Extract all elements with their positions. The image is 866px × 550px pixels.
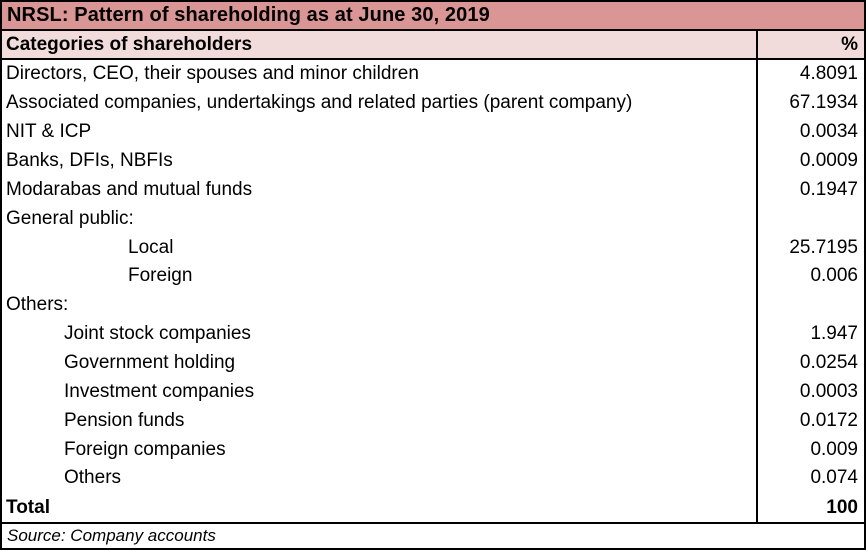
row-value: 0.0009 bbox=[756, 146, 864, 176]
header-categories: Categories of shareholders bbox=[6, 33, 253, 55]
table-row: Foreign companies 0.009 bbox=[2, 435, 864, 465]
row-value: 0.1947 bbox=[756, 175, 864, 205]
row-value: 0.0034 bbox=[756, 117, 864, 147]
row-value: 0.006 bbox=[756, 262, 864, 291]
table-row: Joint stock companies 1.947 bbox=[2, 319, 864, 349]
table-title: NRSL: Pattern of shareholding as at June… bbox=[2, 2, 864, 31]
row-label: Banks, DFIs, NBFIs bbox=[6, 150, 173, 171]
row-value: 0.0003 bbox=[756, 377, 864, 407]
row-label: Investment companies bbox=[64, 380, 255, 402]
table-row: Investment companies 0.0003 bbox=[2, 377, 864, 407]
table-row: NIT & ICP 0.0034 bbox=[2, 117, 864, 147]
row-value: 0.009 bbox=[756, 435, 864, 465]
row-label: Foreign bbox=[128, 265, 193, 287]
row-value: 4.8091 bbox=[756, 60, 864, 89]
row-label: Foreign companies bbox=[64, 438, 226, 460]
row-value: 1.947 bbox=[756, 319, 864, 349]
row-label: Directors, CEO, their spouses and minor … bbox=[6, 63, 419, 85]
table-row: Government holding 0.0254 bbox=[2, 348, 864, 378]
table-body: Directors, CEO, their spouses and minor … bbox=[2, 60, 864, 493]
table-row: Directors, CEO, their spouses and minor … bbox=[2, 60, 864, 89]
row-value: 0.074 bbox=[756, 464, 864, 493]
table-row: Pension funds 0.0172 bbox=[2, 406, 864, 436]
row-value: 25.7195 bbox=[756, 233, 864, 263]
row-label: General public: bbox=[6, 207, 134, 229]
table-header-row: Categories of shareholders % bbox=[2, 31, 864, 60]
row-value: 67.1934 bbox=[756, 88, 864, 118]
total-label: Total bbox=[6, 496, 50, 518]
row-label: Associated companies, undertakings and r… bbox=[6, 92, 633, 114]
table-row: Others 0.074 bbox=[2, 464, 864, 493]
row-label: Local bbox=[128, 236, 174, 258]
total-row: Total 100 bbox=[2, 493, 864, 522]
row-label: NIT & ICP bbox=[6, 121, 92, 143]
row-value: 0.0254 bbox=[756, 348, 864, 378]
table-row: Others: bbox=[2, 290, 864, 320]
row-label: Government holding bbox=[64, 352, 236, 374]
table-row: General public: bbox=[2, 204, 864, 234]
row-label: Others: bbox=[6, 294, 69, 316]
table-source: Source: Company accounts bbox=[2, 522, 864, 548]
row-label: Modarabas and mutual funds bbox=[6, 178, 253, 200]
row-label: Pension funds bbox=[64, 409, 185, 431]
header-percent: % bbox=[756, 31, 864, 58]
total-value: 100 bbox=[756, 493, 864, 522]
row-value bbox=[756, 290, 864, 320]
row-label: Joint stock companies bbox=[64, 323, 251, 345]
table-row: Associated companies, undertakings and r… bbox=[2, 88, 864, 118]
table-row: Local 25.7195 bbox=[2, 233, 864, 263]
table-row: Banks, DFIs, NBFIs 0.0009 bbox=[2, 146, 864, 176]
row-value: 0.0172 bbox=[756, 406, 864, 436]
row-value bbox=[756, 204, 864, 234]
table-row: Foreign 0.006 bbox=[2, 262, 864, 291]
table-row: Modarabas and mutual funds 0.1947 bbox=[2, 175, 864, 205]
row-label: Others bbox=[64, 467, 122, 489]
